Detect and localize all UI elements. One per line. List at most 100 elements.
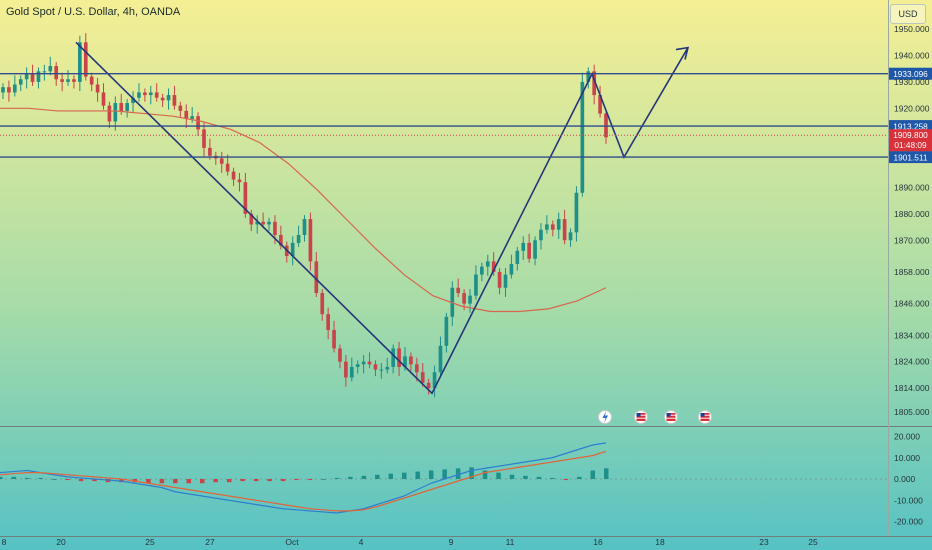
candle[interactable] (60, 79, 64, 82)
candle[interactable] (592, 71, 597, 96)
candle[interactable] (403, 356, 407, 367)
candle[interactable] (225, 163, 230, 172)
candle[interactable] (355, 364, 360, 367)
candle[interactable] (219, 158, 224, 164)
us-flag-event-icon[interactable] (664, 410, 678, 424)
candle[interactable] (237, 179, 242, 183)
candle[interactable] (545, 224, 549, 230)
candle[interactable] (580, 81, 585, 193)
candle[interactable] (18, 79, 23, 85)
candle[interactable] (562, 219, 567, 241)
candle[interactable] (379, 369, 384, 371)
price-axis[interactable]: 1933.096 1913.258 1901.511 1909.80001:48:09… (889, 24, 932, 527)
candle[interactable] (36, 71, 41, 82)
candle[interactable] (261, 221, 265, 225)
candle[interactable] (184, 110, 189, 119)
candle[interactable] (72, 79, 76, 82)
candle[interactable] (137, 92, 141, 98)
candle[interactable] (414, 364, 419, 373)
candle[interactable] (42, 71, 47, 73)
candle[interactable] (178, 105, 183, 111)
candle[interactable] (468, 295, 472, 304)
candle[interactable] (7, 87, 11, 93)
candle[interactable] (267, 221, 271, 225)
us-flag-event-icon[interactable] (698, 410, 712, 424)
candle[interactable] (385, 366, 390, 370)
candle[interactable] (539, 229, 543, 241)
candle[interactable] (113, 103, 118, 122)
candle[interactable] (30, 73, 35, 82)
candle[interactable] (497, 271, 502, 288)
candle[interactable] (231, 171, 236, 180)
candle[interactable] (125, 103, 129, 111)
candle[interactable] (367, 361, 372, 365)
candle[interactable] (462, 293, 466, 304)
candle[interactable] (24, 73, 29, 80)
candle[interactable] (568, 232, 573, 241)
candle[interactable] (409, 356, 413, 365)
lightning-event-icon[interactable] (598, 410, 612, 424)
candle[interactable] (255, 221, 260, 225)
candle[interactable] (373, 364, 378, 370)
candle[interactable] (598, 95, 602, 114)
candle[interactable] (243, 182, 248, 214)
candle[interactable] (54, 66, 59, 80)
candle[interactable] (302, 219, 307, 235)
candle[interactable] (426, 382, 431, 389)
candle[interactable] (89, 76, 94, 85)
candle[interactable] (143, 92, 147, 96)
candle[interactable] (432, 372, 437, 389)
candle[interactable] (166, 95, 171, 101)
candle[interactable] (66, 79, 70, 82)
candle[interactable] (320, 293, 325, 315)
candle[interactable] (556, 219, 561, 230)
candle[interactable] (119, 103, 124, 111)
indicator-pane[interactable] (0, 442, 888, 514)
candle[interactable] (172, 95, 177, 106)
candle[interactable] (474, 274, 478, 296)
candle[interactable] (273, 221, 277, 235)
candle[interactable] (48, 66, 53, 72)
candle[interactable] (83, 42, 88, 77)
candle[interactable] (586, 71, 591, 82)
candle[interactable] (332, 329, 336, 349)
candle[interactable] (154, 92, 159, 98)
candle[interactable] (491, 261, 496, 272)
candle[interactable] (397, 348, 401, 367)
candle[interactable] (101, 92, 106, 106)
candle[interactable] (344, 361, 348, 378)
currency-selector[interactable]: USD (890, 4, 926, 24)
candle[interactable] (456, 287, 461, 294)
candle[interactable] (196, 116, 200, 130)
candle[interactable] (533, 240, 537, 259)
candle[interactable] (509, 264, 514, 275)
candle[interactable] (485, 261, 490, 267)
candle[interactable] (107, 105, 112, 122)
candle[interactable] (527, 242, 531, 259)
candle[interactable] (296, 234, 301, 243)
candle[interactable] (361, 361, 366, 365)
candle[interactable] (249, 213, 254, 225)
candle[interactable] (338, 348, 342, 362)
candle[interactable] (314, 261, 319, 294)
us-flag-event-icon[interactable] (634, 410, 648, 424)
candle[interactable] (290, 242, 295, 257)
candle[interactable] (349, 366, 354, 378)
time-axis[interactable]: 8 20 25 27 Oct 4 9 11 16 18 23 25 (2, 537, 818, 547)
candle[interactable] (308, 219, 313, 262)
candle[interactable] (326, 314, 330, 330)
candle[interactable] (574, 192, 579, 233)
price-pane[interactable] (0, 0, 932, 537)
candle[interactable] (131, 97, 135, 104)
candle[interactable] (420, 372, 425, 383)
candle[interactable] (515, 250, 520, 265)
candle[interactable] (438, 345, 443, 373)
candle[interactable] (1, 87, 5, 93)
candle[interactable] (391, 348, 396, 367)
candle[interactable] (503, 274, 508, 288)
candle[interactable] (78, 42, 82, 82)
candle[interactable] (12, 84, 17, 93)
candle[interactable] (202, 129, 206, 148)
candle[interactable] (444, 316, 449, 346)
candle[interactable] (190, 116, 195, 119)
